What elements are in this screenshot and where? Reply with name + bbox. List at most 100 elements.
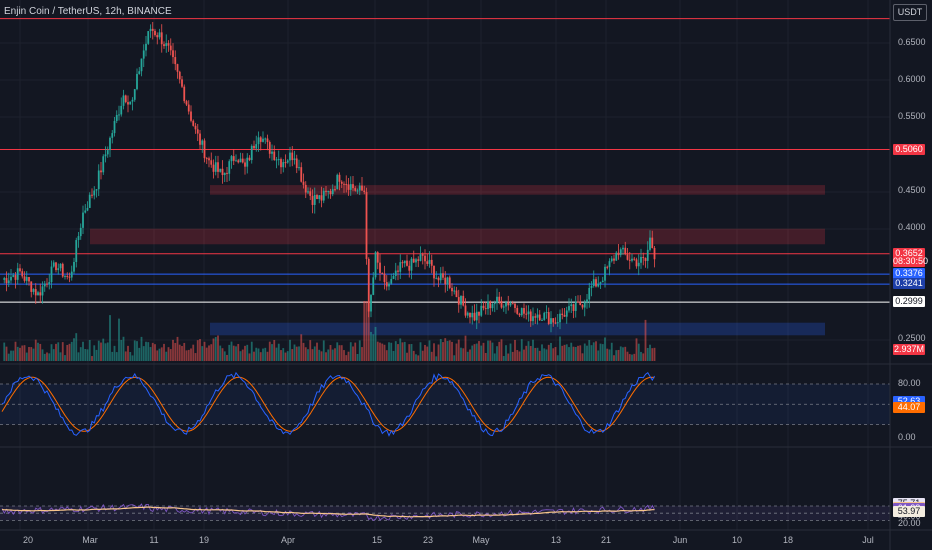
candle-body[interactable] [608,261,611,268]
symbol-title[interactable]: Enjin Coin / TetherUS, 12h, BINANCE [4,6,172,17]
candle-body[interactable] [158,32,161,38]
candle-body[interactable] [631,258,633,261]
candle-body[interactable] [300,167,303,182]
candle-body[interactable] [390,278,393,284]
candle-body[interactable] [149,28,152,32]
candle-body[interactable] [273,151,276,160]
candle-body[interactable] [599,282,602,284]
candle-body[interactable] [172,50,174,58]
candle-body[interactable] [142,50,145,59]
candle-body[interactable] [250,145,253,161]
candle-body[interactable] [435,277,438,279]
candle-body[interactable] [23,276,26,281]
candle-body[interactable] [86,207,89,211]
candle-body[interactable] [16,268,19,280]
candle-body[interactable] [221,168,224,176]
candle-body[interactable] [482,305,485,309]
candle-body[interactable] [563,315,566,317]
candle-body[interactable] [653,247,656,260]
candle-body[interactable] [419,254,422,261]
candle-body[interactable] [336,174,339,190]
candle-body[interactable] [541,319,543,321]
candle-body[interactable] [586,299,588,303]
candle-body[interactable] [64,275,66,277]
candle-body[interactable] [460,295,462,305]
candle-body[interactable] [320,195,323,201]
candle-body[interactable] [140,58,143,72]
candle-body[interactable] [165,43,168,47]
candle-body[interactable] [124,95,127,103]
candle-body[interactable] [491,304,494,309]
candle-body[interactable] [527,311,530,315]
candle-body[interactable] [329,190,332,195]
candle-body[interactable] [397,270,399,272]
candle-body[interactable] [75,240,78,262]
candle-body[interactable] [190,111,192,121]
candle-body[interactable] [401,262,404,264]
candle-body[interactable] [545,312,548,314]
candle-body[interactable] [7,280,10,284]
candle-body[interactable] [309,191,312,196]
candle-body[interactable] [505,302,507,307]
candle-body[interactable] [327,190,330,192]
candle-body[interactable] [428,259,431,264]
candle-body[interactable] [178,71,181,80]
candle-body[interactable] [520,308,523,316]
candle-body[interactable] [442,273,444,278]
candle-body[interactable] [262,138,264,142]
candle-body[interactable] [192,120,195,126]
candle-body[interactable] [88,194,91,208]
candle-body[interactable] [424,255,426,262]
candle-body[interactable] [82,212,84,228]
candle-body[interactable] [212,164,215,172]
candle-body[interactable] [408,265,411,271]
candle-body[interactable] [109,137,111,151]
candle-body[interactable] [538,314,541,321]
candle-body[interactable] [311,195,314,205]
candle-body[interactable] [102,156,105,173]
candle-body[interactable] [304,184,307,193]
candle-body[interactable] [340,181,343,184]
candle-body[interactable] [381,272,384,274]
candle-body[interactable] [298,167,300,169]
candle-body[interactable] [57,268,60,271]
candle-body[interactable] [444,277,447,285]
candle-body[interactable] [644,258,647,261]
candle-body[interactable] [478,311,480,316]
candle-body[interactable] [176,64,179,72]
candle-body[interactable] [637,262,640,267]
candle-body[interactable] [642,256,645,259]
candle-body[interactable] [55,262,57,271]
candle-body[interactable] [91,194,93,196]
candle-body[interactable] [572,304,575,311]
candle-body[interactable] [100,170,102,173]
candle-body[interactable] [113,120,116,134]
candle-body[interactable] [167,43,170,46]
candle-body[interactable] [32,289,35,292]
candle-body[interactable] [275,159,278,161]
candle-body[interactable] [388,283,390,287]
candle-body[interactable] [115,114,118,121]
candle-body[interactable] [322,190,325,201]
candle-body[interactable] [410,258,413,271]
candle-body[interactable] [52,262,55,267]
candle-body[interactable] [525,313,528,315]
candle-body[interactable] [84,210,87,213]
candle-body[interactable] [289,152,291,161]
candle-body[interactable] [284,162,287,164]
candle-body[interactable] [417,259,420,261]
candle-body[interactable] [307,191,309,193]
candle-body[interactable] [77,236,80,241]
candle-body[interactable] [577,301,579,303]
candle-body[interactable] [28,276,30,282]
candle-body[interactable] [475,311,478,321]
candle-body[interactable] [111,133,114,138]
candle-body[interactable] [223,172,226,176]
candle-body[interactable] [439,273,442,281]
candle-body[interactable] [147,31,150,44]
candle-body[interactable] [622,247,624,250]
candle-body[interactable] [628,259,631,261]
rsi-ma-line[interactable] [1,506,655,518]
candle-body[interactable] [257,137,260,145]
candle-body[interactable] [97,170,100,190]
